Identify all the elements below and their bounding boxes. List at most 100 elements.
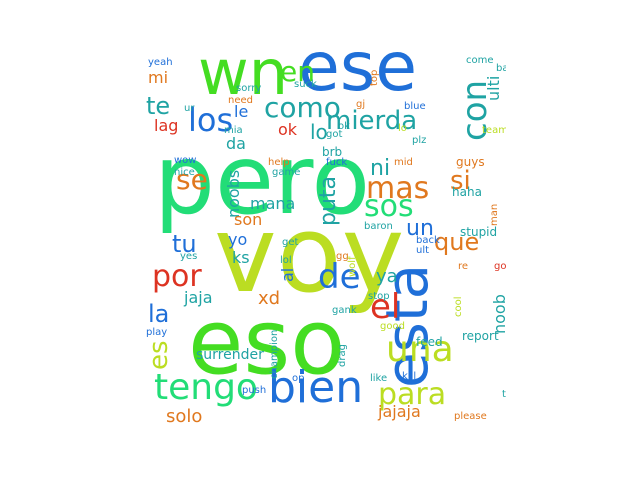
word-re: re (458, 261, 469, 272)
word-son: son (234, 210, 263, 229)
word-xd: xd (258, 288, 281, 309)
word-ks: ks (232, 248, 250, 267)
word-good: good (380, 321, 405, 332)
word-op: op (292, 373, 305, 384)
word-push: push (242, 385, 267, 396)
word-need: need (228, 95, 253, 106)
word-jajaja: jajaja (378, 402, 421, 421)
word-jaja: jaja (184, 288, 213, 307)
word-cloud: pero voy eso ese wn esta bien tengo una para mierd… (140, 40, 506, 434)
word-gg: gg (336, 251, 349, 262)
word-got: got (326, 129, 343, 140)
word-get: get (282, 237, 299, 248)
word-mia: mia (224, 125, 243, 136)
word-play: play (146, 327, 168, 338)
word-ni: ni (370, 156, 391, 181)
word-da: da (226, 134, 246, 153)
word-ese: ese (298, 40, 418, 107)
word-como: como (264, 91, 341, 124)
word-team: team (482, 125, 506, 136)
word-bad: bad (496, 63, 506, 74)
word-pero: pero (154, 124, 371, 236)
word-por: por (152, 259, 202, 294)
word-stupid: stupid (460, 225, 498, 239)
word-voy: voy (214, 193, 405, 316)
word-en: en (280, 55, 315, 88)
word-ulti: ulti (484, 75, 503, 101)
word-gank: gank (332, 305, 357, 316)
word-tengo: tengo (154, 367, 258, 408)
word-de: de (318, 257, 361, 297)
word-eso: eso (188, 290, 346, 395)
word-los: los (188, 101, 234, 139)
word-brb: brb (322, 145, 343, 159)
word-haha: haha (452, 185, 482, 199)
word-se: se (176, 163, 208, 196)
word-el: el (370, 287, 401, 327)
word-top: top (369, 69, 380, 86)
word-mana: mana (250, 194, 296, 213)
word-stop: stop (368, 291, 390, 302)
word-yeah: yeah (148, 57, 173, 68)
word-kill: kill (402, 371, 417, 382)
word-suck: suck (294, 79, 317, 90)
word-mid: mid (394, 157, 413, 168)
word-yo: yo (228, 230, 248, 249)
word-lol: lol (280, 255, 292, 266)
word-una: una (386, 329, 454, 370)
word-wn: wn (198, 40, 289, 109)
word-que: que (434, 228, 480, 256)
word-ya: ya (376, 266, 398, 287)
word-sorry: sorry (236, 83, 262, 94)
word-un: un (406, 216, 434, 241)
word-ok: ok (278, 120, 298, 139)
word-please: please (454, 411, 487, 422)
word-cool: cool (453, 296, 464, 317)
word-guys: guys (456, 155, 485, 169)
word-lo-2: lo (398, 123, 407, 134)
word-solo: solo (166, 406, 203, 427)
word-te: te (146, 92, 171, 120)
word-mi: mi (148, 68, 169, 87)
word-yes: yes (180, 251, 198, 262)
word-surrender: surrender (196, 347, 264, 363)
word-ult: ult (416, 245, 430, 256)
word-back: back (416, 235, 440, 246)
word-man: man (489, 203, 500, 226)
word-ok-2: ok (338, 121, 350, 132)
word-ur: ur (184, 103, 195, 114)
word-nice: nice (174, 167, 195, 178)
word-wow: wow (174, 155, 197, 166)
word-ty: ty (502, 389, 506, 400)
word-lag: lag (154, 116, 179, 135)
word-mierda: mierda (326, 106, 418, 136)
word-le: le (234, 102, 249, 121)
word-es: es (144, 340, 174, 370)
word-game: game (272, 167, 301, 178)
word-like: like (370, 373, 388, 384)
word-bien: bien (268, 362, 364, 413)
word-lo: lo (310, 120, 328, 144)
word-feed: feed (416, 335, 443, 349)
word-tu: tu (172, 230, 197, 258)
word-al: al (278, 267, 297, 282)
word-report: report (462, 329, 499, 343)
word-fuck: fuck (326, 157, 348, 168)
word-si: si (450, 166, 471, 196)
word-puta: puta (316, 175, 341, 226)
word-blue: blue (404, 101, 426, 112)
word-drag: drag (337, 344, 348, 367)
word-para: para (378, 377, 447, 412)
word-champion: champion (269, 329, 280, 379)
word-plz: plz (412, 135, 427, 146)
word-la: la (148, 300, 170, 328)
word-come: come (466, 55, 494, 66)
word-gj: gj (356, 99, 366, 110)
word-go: go (494, 261, 506, 272)
word-baron: baron (364, 221, 393, 232)
word-mas: mas (366, 171, 430, 206)
word-help: help (268, 157, 290, 168)
word-sos: sos (364, 189, 414, 224)
word-wolf: wolf (347, 256, 358, 277)
